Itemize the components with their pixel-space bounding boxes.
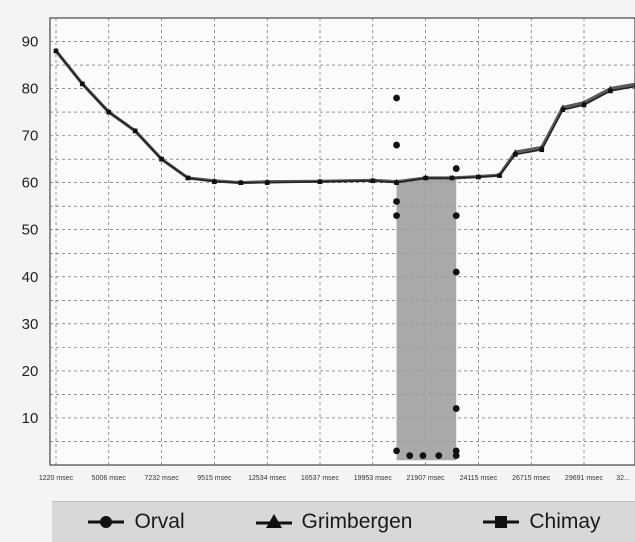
x-tick-label: 26715 msec xyxy=(512,475,551,482)
data-point xyxy=(212,179,217,184)
data-point xyxy=(265,180,270,185)
x-tick-label: 29691 msec xyxy=(565,475,604,482)
data-point xyxy=(54,49,59,54)
data-point xyxy=(394,180,399,185)
x-tick-label: 16537 msec xyxy=(301,475,340,482)
legend-label: Grimbergen xyxy=(302,510,413,534)
y-tick-label: 10 xyxy=(22,410,39,427)
data-point xyxy=(453,269,460,276)
data-point xyxy=(186,176,191,181)
x-axis: 1220 msec 5006 msec 7232 msec 9515 msec 1253… xyxy=(39,475,630,482)
data-point xyxy=(371,179,376,184)
x-tick-label: 1220 msec xyxy=(39,475,74,482)
x-tick-label: 7232 msec xyxy=(144,475,179,482)
legend: Orval Grimbergen Chimay xyxy=(52,501,635,542)
legend-label: Chimay xyxy=(529,510,600,534)
data-point xyxy=(159,157,164,162)
data-point xyxy=(393,198,400,205)
data-point xyxy=(393,95,400,102)
x-tick-label: 21907 msec xyxy=(407,475,446,482)
data-point xyxy=(453,212,460,219)
y-tick-label: 50 xyxy=(22,222,39,239)
data-point xyxy=(453,165,460,172)
data-point xyxy=(476,175,481,180)
data-point xyxy=(539,147,544,152)
legend-item-orval[interactable]: Orval xyxy=(86,510,184,534)
data-point xyxy=(318,179,323,184)
data-point xyxy=(450,176,455,181)
y-tick-label: 90 xyxy=(22,34,39,51)
x-tick-label: 32... xyxy=(616,475,630,482)
data-point xyxy=(133,129,138,134)
data-point xyxy=(497,173,502,178)
y-axis: 10 20 30 40 50 60 70 80 90 xyxy=(22,34,39,427)
data-point xyxy=(239,180,244,185)
data-point xyxy=(513,152,518,157)
circle-marker-icon xyxy=(86,512,126,532)
x-tick-label: 9515 msec xyxy=(197,475,232,482)
y-tick-label: 20 xyxy=(22,363,39,380)
data-point xyxy=(393,447,400,454)
triangle-marker-icon xyxy=(254,512,294,532)
highlight-area xyxy=(397,178,457,460)
data-point xyxy=(393,212,400,219)
data-point xyxy=(80,82,85,87)
x-tick-label: 19953 msec xyxy=(354,475,393,482)
data-point xyxy=(420,452,427,459)
data-point xyxy=(561,107,566,112)
y-tick-label: 40 xyxy=(22,269,39,286)
y-tick-label: 70 xyxy=(22,128,39,145)
x-tick-label: 5006 msec xyxy=(92,475,127,482)
x-tick-label: 24115 msec xyxy=(460,475,498,482)
legend-item-grimbergen[interactable]: Grimbergen xyxy=(254,510,413,534)
data-point xyxy=(107,110,112,115)
data-point xyxy=(423,176,428,181)
data-point xyxy=(435,452,442,459)
square-marker-icon xyxy=(481,512,521,532)
data-point xyxy=(453,405,460,412)
data-point xyxy=(453,447,460,454)
x-tick-label: 12534 msec xyxy=(248,475,287,482)
highlight-region xyxy=(397,178,457,460)
y-tick-label: 80 xyxy=(22,81,39,98)
y-tick-label: 30 xyxy=(22,316,39,333)
data-point xyxy=(406,452,413,459)
data-point xyxy=(608,89,613,94)
legend-label: Orval xyxy=(134,510,184,534)
plot-background xyxy=(50,18,635,465)
y-tick-label: 60 xyxy=(22,175,39,192)
data-point xyxy=(582,103,587,108)
data-point xyxy=(393,142,400,149)
legend-item-chimay[interactable]: Chimay xyxy=(481,510,600,534)
